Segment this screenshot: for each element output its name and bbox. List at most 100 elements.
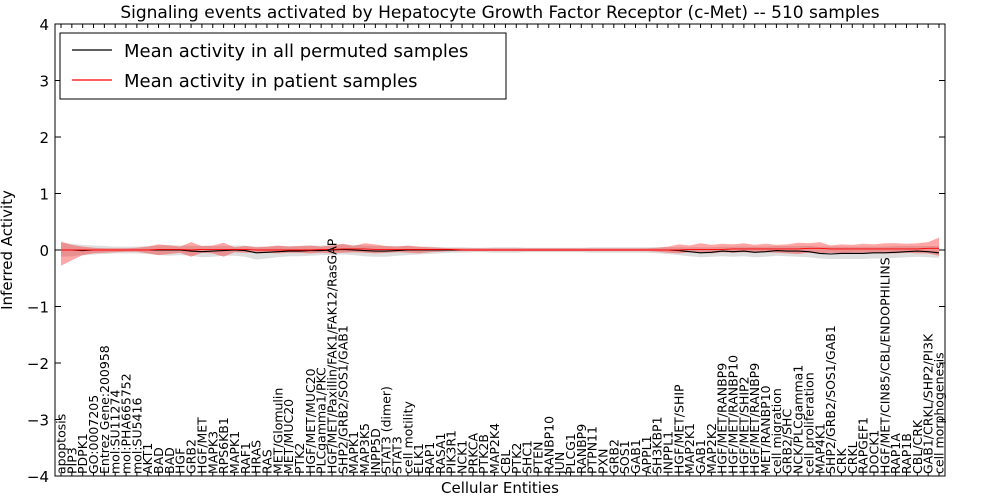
x-tick-label: apoptosis	[54, 414, 69, 474]
x-tick-label: HGF/MET/RANBP10	[726, 355, 741, 474]
x-tick-label: SHP2/GRB2/SOS1/GAB1	[823, 325, 838, 474]
x-tick-label: PLCgamma1/PKC	[314, 367, 329, 474]
x-tick-label: PIK3R1	[444, 430, 459, 474]
legend-label-permuted: Mean activity in all permuted samples	[124, 41, 468, 62]
x-tick-label: SHC1	[520, 440, 535, 474]
x-tick-label: PTK2B	[476, 434, 491, 474]
x-tick-label: CRK	[834, 448, 849, 474]
y-tick-label: −1	[27, 299, 49, 317]
x-tick-label: HGF/MET/CIN85/CBL/ENDOPHILINS	[877, 257, 892, 474]
x-tick-label: mol:PHA665752	[119, 373, 134, 474]
x-tick-label: GRB2	[184, 439, 199, 474]
x-tick-label: INPPL1	[661, 431, 676, 474]
x-tick-label: HGF/MET/SHIP2	[736, 376, 751, 474]
x-tick-label: CBL	[498, 450, 513, 474]
x-tick-label: HGF	[173, 448, 188, 474]
y-tick-label: −4	[27, 468, 49, 486]
x-tick-label: SOS1	[617, 440, 632, 474]
x-tick-label: PTK2	[292, 443, 307, 474]
y-axis-label: Inferred Activity	[0, 190, 16, 310]
series-line-patient	[61, 247, 939, 251]
x-tick-label: MAP2K1	[682, 423, 697, 474]
x-tick-label: RANBP10	[541, 416, 556, 474]
x-tick-label: RAF1	[238, 442, 253, 474]
x-tick-label: AKT1	[140, 443, 155, 474]
x-tick-label: PTEN	[530, 442, 545, 474]
x-tick-label: RAP1B	[899, 433, 914, 474]
x-tick-label: SHP2/GRB2/SOS1/GAB1	[335, 325, 350, 474]
x-tick-label: RPS6KB1	[216, 417, 231, 474]
x-tick-label: mol:SU5416	[129, 398, 144, 474]
y-tick-label: −3	[27, 412, 49, 430]
x-tick-label: HGF/MET/MUC20	[303, 368, 318, 474]
x-tick-label: PTPN11	[585, 426, 600, 474]
x-tick-label: MAP2K4	[487, 423, 502, 474]
x-tick-label: cell motility	[400, 400, 415, 474]
x-tick-label: RAP1A	[888, 433, 903, 474]
x-tick-label: PXN	[596, 449, 611, 474]
x-tick-label: INPP5D	[368, 428, 383, 474]
x-tick-label: cell migration	[769, 388, 784, 474]
x-tick-label: GRB2	[606, 439, 621, 474]
y-tick-label: 3	[39, 73, 49, 91]
x-tick-label: MET/Glomulin	[270, 388, 285, 474]
x-tick-label: RAS	[260, 449, 275, 474]
x-axis-label: Cellular Entities	[441, 479, 559, 497]
x-tick-label: MAPK3	[205, 431, 220, 474]
x-tick-label: PIP3	[64, 447, 79, 474]
legend-label-patient: Mean activity in patient samples	[124, 71, 418, 92]
x-tick-label: MET/MUC20	[281, 399, 296, 474]
x-tick-label: APPL1	[639, 435, 654, 474]
x-tick-label: HGF/MET/RANBP9	[747, 363, 762, 474]
y-axis: −4 −3 −2 −1 0 1 2 3 4	[27, 16, 945, 486]
x-tick-label: MAP2K2	[704, 423, 719, 474]
band-permuted	[61, 243, 939, 260]
legend: Mean activity in all permuted samples Me…	[59, 32, 507, 100]
x-tick-label: RANBP9	[574, 424, 589, 474]
x-tick-label: GAB1	[693, 439, 708, 474]
x-tick-label: RAPGEF1	[856, 417, 871, 474]
x-tick-label: MET/RANBP10	[758, 385, 773, 474]
y-tick-label: 0	[39, 242, 49, 260]
x-tick-label: GAB1	[628, 439, 643, 474]
x-tick-label: MAP4K1	[812, 423, 827, 474]
x-tick-label: GO:0007205	[86, 395, 101, 474]
x-tick-label: cell morphogenesis	[932, 352, 947, 474]
chart-title: Signaling events activated by Hepatocyte…	[120, 3, 879, 23]
x-tick-label: SH3KBP1	[650, 416, 665, 474]
x-tick-label: HGF/MET	[194, 417, 209, 474]
x-tick-label: CBL/CRK	[910, 419, 925, 474]
x-tick-label: GRB2/SHC	[780, 409, 795, 474]
x-tick-label: PTK2	[509, 443, 524, 474]
y-tick-label: 4	[39, 16, 49, 34]
x-tick-label: DOCK1	[867, 430, 882, 474]
x-tick-label: STAT3 (dimer)	[379, 386, 394, 474]
x-tick-label: NCK/PLCgamma1	[791, 365, 806, 474]
x-tick-label: cell proliferation	[801, 372, 816, 474]
x-tick-label: PLCG1	[563, 433, 578, 474]
x-tick-label: MAPK1	[227, 431, 242, 474]
x-tick-label: HGF/MET/Paxillin/FAK1/FAK12/RasGAP	[325, 238, 340, 474]
x-tick-label: BAD	[151, 447, 166, 474]
band-patient	[61, 237, 939, 266]
x-tick-label: ELK1	[411, 443, 426, 474]
lines-layer	[61, 247, 940, 255]
y-tick-label: 2	[39, 129, 49, 147]
x-tick-label: HGF/MET/RANBP9	[715, 363, 730, 474]
x-tick-label: RAP1	[422, 442, 437, 474]
bands-layer	[61, 237, 939, 266]
legend-box	[59, 32, 507, 100]
x-tick-label: PRKCA	[465, 433, 480, 474]
x-tick-label: mol:SU11274	[108, 390, 123, 474]
x-tick-label: MAP3K5	[357, 423, 372, 474]
x-tick-label: BAD	[162, 447, 177, 474]
x-tick-label: MAPK1	[346, 431, 361, 474]
x-tick-label: PDPK1	[75, 433, 90, 474]
x-tick-label: JUN	[552, 452, 567, 475]
y-tick-label: 1	[39, 186, 49, 204]
x-tick-label: HGF/MET/SHIP	[671, 384, 686, 474]
x-tick-label: HRAS	[249, 440, 264, 474]
x-tick-label: Entrez Gene:200958	[97, 345, 112, 474]
